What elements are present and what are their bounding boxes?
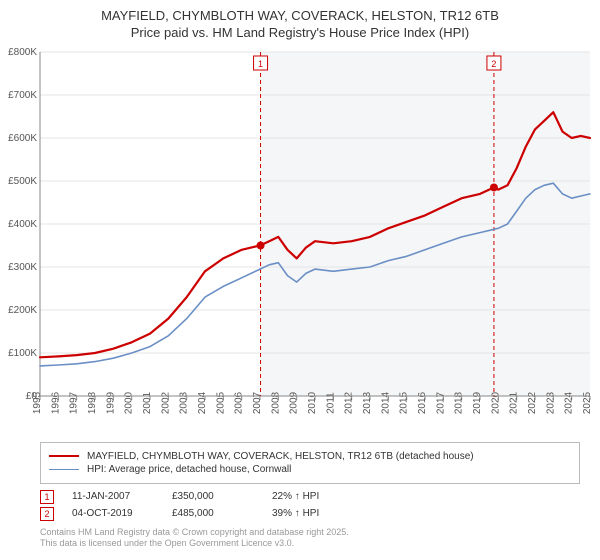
marker-badge-2: 2 [40,507,54,521]
title-line-2: Price paid vs. HM Land Registry's House … [10,25,590,42]
marker-badge-1: 1 [40,490,54,504]
svg-text:2: 2 [491,59,496,69]
chart-area: £0£100K£200K£300K£400K£500K£600K£700K£80… [0,46,600,436]
title-line-1: MAYFIELD, CHYMBLOTH WAY, COVERACK, HELST… [10,8,590,25]
legend-row-property: MAYFIELD, CHYMBLOTH WAY, COVERACK, HELST… [49,451,571,462]
svg-text:2024: 2024 [564,391,575,414]
marker-delta-1: 22% ↑ HPI [272,491,392,502]
svg-text:1: 1 [258,59,263,69]
svg-text:2004: 2004 [197,391,208,414]
svg-text:2006: 2006 [234,391,245,414]
svg-text:2014: 2014 [380,391,391,414]
chart-title-block: MAYFIELD, CHYMBLOTH WAY, COVERACK, HELST… [0,0,600,46]
svg-text:1995: 1995 [32,391,43,414]
legend-label-hpi: HPI: Average price, detached house, Corn… [87,464,291,475]
chart-svg: £0£100K£200K£300K£400K£500K£600K£700K£80… [0,46,600,436]
svg-text:£300K: £300K [8,262,37,273]
svg-text:2019: 2019 [472,391,483,414]
svg-text:2009: 2009 [289,391,300,414]
svg-text:2007: 2007 [252,391,263,414]
svg-text:£400K: £400K [8,219,37,230]
marker-row-2: 2 04-OCT-2019 £485,000 39% ↑ HPI [40,507,580,521]
marker-date-1: 11-JAN-2007 [72,491,172,502]
svg-text:2010: 2010 [307,391,318,414]
marker-date-2: 04-OCT-2019 [72,508,172,519]
svg-text:2021: 2021 [509,391,520,414]
svg-text:2001: 2001 [142,391,153,414]
svg-text:1999: 1999 [105,391,116,414]
svg-text:£700K: £700K [8,90,37,101]
svg-text:2023: 2023 [545,391,556,414]
svg-text:2002: 2002 [160,391,171,414]
svg-text:£100K: £100K [8,348,37,359]
legend-swatch-property [49,455,79,457]
attribution-line-2: This data is licensed under the Open Gov… [40,538,580,550]
svg-text:2003: 2003 [179,391,190,414]
svg-text:2025: 2025 [582,391,593,414]
svg-text:2016: 2016 [417,391,428,414]
marker-price-1: £350,000 [172,491,272,502]
attribution-line-1: Contains HM Land Registry data © Crown c… [40,527,580,539]
legend: MAYFIELD, CHYMBLOTH WAY, COVERACK, HELST… [40,442,580,484]
markers-table: 1 11-JAN-2007 £350,000 22% ↑ HPI 2 04-OC… [40,490,580,521]
marker-price-2: £485,000 [172,508,272,519]
marker-row-1: 1 11-JAN-2007 £350,000 22% ↑ HPI [40,490,580,504]
svg-text:2022: 2022 [527,391,538,414]
svg-text:£800K: £800K [8,47,37,58]
marker-delta-2: 39% ↑ HPI [272,508,392,519]
svg-text:2000: 2000 [124,391,135,414]
svg-text:2011: 2011 [325,392,336,414]
svg-text:1997: 1997 [69,391,80,414]
svg-text:2005: 2005 [215,391,226,414]
attribution: Contains HM Land Registry data © Crown c… [40,527,580,550]
svg-text:2018: 2018 [454,391,465,414]
svg-text:2015: 2015 [399,391,410,414]
svg-text:1996: 1996 [50,391,61,414]
svg-text:£600K: £600K [8,133,37,144]
svg-text:1998: 1998 [87,391,98,414]
legend-row-hpi: HPI: Average price, detached house, Corn… [49,464,571,475]
svg-text:2013: 2013 [362,391,373,414]
svg-text:£200K: £200K [8,305,37,316]
svg-text:2012: 2012 [344,391,355,414]
svg-text:2020: 2020 [490,391,501,414]
svg-text:2008: 2008 [270,391,281,414]
svg-text:2017: 2017 [435,391,446,414]
svg-text:£500K: £500K [8,176,37,187]
legend-swatch-hpi [49,469,79,470]
legend-label-property: MAYFIELD, CHYMBLOTH WAY, COVERACK, HELST… [87,451,474,462]
